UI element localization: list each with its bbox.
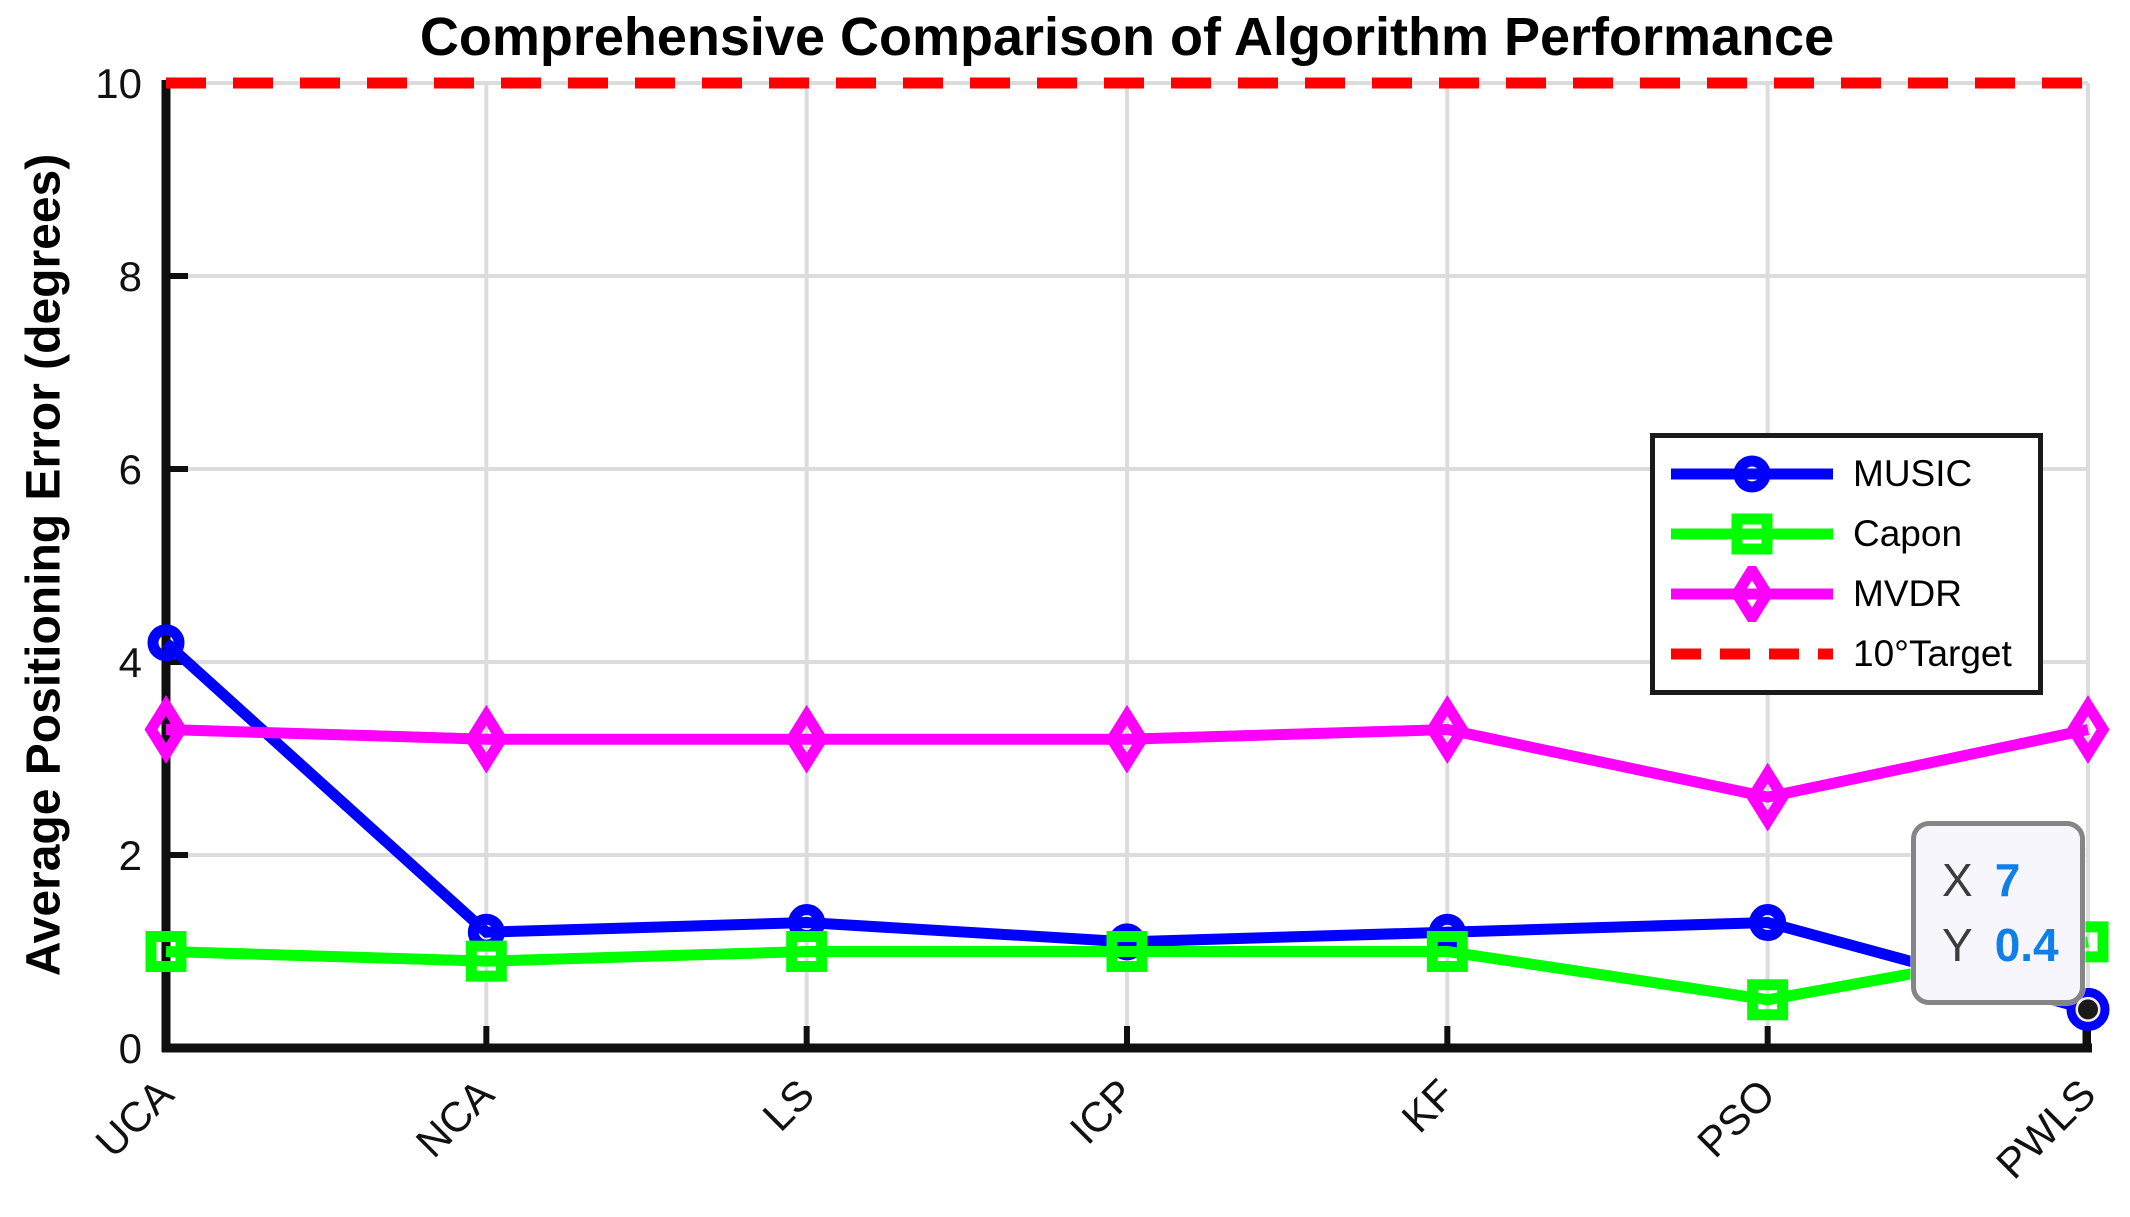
mvdr-legend-sample-icon (1671, 566, 1833, 622)
datatip-x-row: X 7 (1942, 855, 2080, 906)
y-tick-label: 4 (119, 639, 142, 686)
legend-label-mvdr: MVDR (1853, 573, 1962, 614)
x-tick-label-ls: LS (753, 1070, 823, 1140)
y-tick-label: 6 (119, 446, 142, 493)
datatip-x-value: 7 (1994, 854, 2021, 907)
mvdr-marker-pso[interactable] (1746, 762, 1790, 832)
legend-label-capon: Capon (1853, 513, 1963, 554)
capon-line (165, 936, 2089, 1006)
x-tick-label-icp: ICP (1061, 1070, 1144, 1153)
legend-item-music: MUSIC (1667, 446, 2038, 502)
music-marker-uca[interactable] (147, 624, 185, 662)
mvdr-line (165, 724, 2090, 803)
datatip-y-key: Y (1942, 919, 1973, 971)
mvdr-marker-pwls[interactable] (2066, 695, 2110, 764)
capon-marker-pso[interactable] (1747, 979, 1789, 1021)
legend-label-music: MUSIC (1853, 453, 1973, 494)
mvdr-marker-kf[interactable] (1425, 695, 1469, 764)
mvdr-series (144, 695, 2110, 832)
legend-box: MUSIC Capon MVDR 10°Target (1650, 433, 2043, 695)
legend-item-mvdr: MVDR (1667, 566, 2038, 622)
legend-item-capon: Capon (1667, 506, 2038, 562)
y-tick-label: 8 (119, 253, 142, 300)
y-tick-label: 2 (119, 832, 142, 879)
datatip-y-value: 0.4 (1994, 919, 2059, 971)
y-tick-label: 0 (119, 1025, 142, 1072)
legend-item-target: 10°Target (1667, 626, 2038, 682)
legend-label-target: 10°Target (1853, 633, 2012, 674)
chart-title: Comprehensive Comparison of Algorithm Pe… (419, 7, 1835, 67)
x-tick-label-pwls: PWLS (1987, 1070, 2104, 1187)
x-tick-label-uca: UCA (86, 1070, 182, 1166)
mvdr-marker-icp[interactable] (1105, 704, 1149, 774)
mvdr-marker-uca[interactable] (144, 695, 188, 764)
datatip-marker-dot (2078, 999, 2098, 1020)
target-legend-sample-icon (1671, 648, 1833, 660)
music-legend-sample-icon (1671, 455, 1833, 493)
capon-marker-uca[interactable] (145, 931, 187, 972)
capon-marker-kf[interactable] (1426, 931, 1468, 972)
x-tick-label-nca: NCA (407, 1070, 503, 1166)
mvdr-marker-ls[interactable] (785, 704, 829, 774)
y-axis-label: Average Positioning Error (degrees) (17, 153, 71, 977)
y-tick-label: 10 (95, 60, 142, 107)
legend-sample-marker[interactable] (1730, 566, 1774, 622)
capon-marker-icp[interactable] (1106, 931, 1148, 972)
capon-marker-nca[interactable] (465, 940, 507, 982)
legend-sample-marker[interactable] (1731, 513, 1773, 555)
x-tick-label-kf: KF (1393, 1070, 1464, 1141)
capon-legend-sample-icon (1671, 513, 1833, 555)
music-marker-pso[interactable] (1749, 904, 1787, 942)
datatip-y-row: Y 0.4 (1942, 920, 2080, 971)
capon-marker-ls[interactable] (786, 931, 828, 972)
x-tick-label-pso: PSO (1688, 1070, 1784, 1166)
legend-sample-marker[interactable] (1733, 455, 1771, 493)
mvdr-marker-nca[interactable] (464, 704, 508, 774)
datatip-tooltip[interactable]: X 7 Y 0.4 (1911, 821, 2085, 1005)
capon-series (145, 921, 2109, 1021)
datatip-marker[interactable] (2066, 987, 2110, 1031)
datatip-x-key: X (1942, 854, 1973, 907)
